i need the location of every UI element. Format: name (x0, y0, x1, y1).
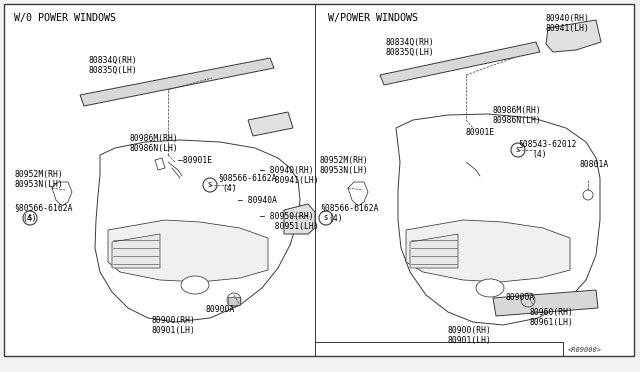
Text: 80900(RH): 80900(RH) (448, 326, 492, 334)
Text: 80941(LH): 80941(LH) (265, 176, 319, 185)
Polygon shape (95, 140, 300, 322)
Text: S: S (28, 215, 32, 221)
Text: 80834Q(RH): 80834Q(RH) (386, 38, 435, 46)
Polygon shape (284, 204, 315, 234)
Text: (4): (4) (532, 150, 547, 158)
Text: 80900A: 80900A (506, 294, 535, 302)
Text: 80941(LH): 80941(LH) (546, 23, 590, 32)
Polygon shape (380, 42, 540, 85)
Text: §80566-6162A: §80566-6162A (14, 203, 72, 212)
Text: 80901(LH): 80901(LH) (152, 326, 196, 334)
Text: — 80940A: — 80940A (238, 196, 277, 205)
Text: —80901E: —80901E (178, 155, 212, 164)
Text: 80900(RH): 80900(RH) (152, 315, 196, 324)
Text: 80951(LH): 80951(LH) (265, 221, 319, 231)
Text: 80952M(RH): 80952M(RH) (320, 155, 369, 164)
Text: 80986N(LH): 80986N(LH) (493, 115, 541, 125)
Polygon shape (396, 114, 600, 325)
Text: (4): (4) (22, 214, 36, 222)
Ellipse shape (181, 276, 209, 294)
Text: 80986N(LH): 80986N(LH) (130, 144, 179, 153)
Text: S: S (208, 182, 212, 188)
Text: 80835Q(LH): 80835Q(LH) (386, 48, 435, 57)
Text: S: S (516, 147, 520, 153)
Polygon shape (80, 58, 274, 106)
Polygon shape (493, 290, 598, 316)
Text: 80961(LH): 80961(LH) (530, 317, 574, 327)
Text: 80834Q(RH): 80834Q(RH) (88, 55, 137, 64)
Ellipse shape (476, 279, 504, 297)
Text: — 80950(RH): — 80950(RH) (260, 212, 314, 221)
Text: 80900A: 80900A (205, 305, 234, 314)
Polygon shape (248, 112, 293, 136)
Text: §08566-6162A: §08566-6162A (218, 173, 276, 183)
Text: §08566-6162A: §08566-6162A (320, 203, 378, 212)
Text: 80953N(LH): 80953N(LH) (320, 166, 369, 174)
Polygon shape (546, 20, 601, 52)
Text: 80940(RH): 80940(RH) (546, 13, 590, 22)
Text: 80901(LH): 80901(LH) (448, 336, 492, 344)
Text: <R09000>: <R09000> (568, 347, 602, 353)
Bar (228, 297, 240, 305)
Text: (4): (4) (222, 183, 237, 192)
Text: 80952M(RH): 80952M(RH) (14, 170, 63, 179)
Polygon shape (406, 220, 570, 282)
Text: W/POWER WINDOWS: W/POWER WINDOWS (328, 13, 418, 23)
Text: 80986M(RH): 80986M(RH) (130, 134, 179, 142)
Polygon shape (410, 234, 458, 268)
Text: 80953N(LH): 80953N(LH) (14, 180, 63, 189)
Text: — 80940(RH): — 80940(RH) (260, 166, 314, 174)
Text: 80801A: 80801A (580, 160, 609, 169)
Text: §08543-62012: §08543-62012 (518, 140, 577, 148)
Text: S: S (324, 215, 328, 221)
Polygon shape (112, 234, 160, 268)
Text: 80901E: 80901E (466, 128, 495, 137)
Text: 80986M(RH): 80986M(RH) (493, 106, 541, 115)
Text: W/0 POWER WINDOWS: W/0 POWER WINDOWS (14, 13, 116, 23)
Text: 80835Q(LH): 80835Q(LH) (88, 65, 137, 74)
Text: 80960(RH): 80960(RH) (530, 308, 574, 317)
Text: (4): (4) (328, 214, 342, 222)
Polygon shape (108, 220, 268, 282)
